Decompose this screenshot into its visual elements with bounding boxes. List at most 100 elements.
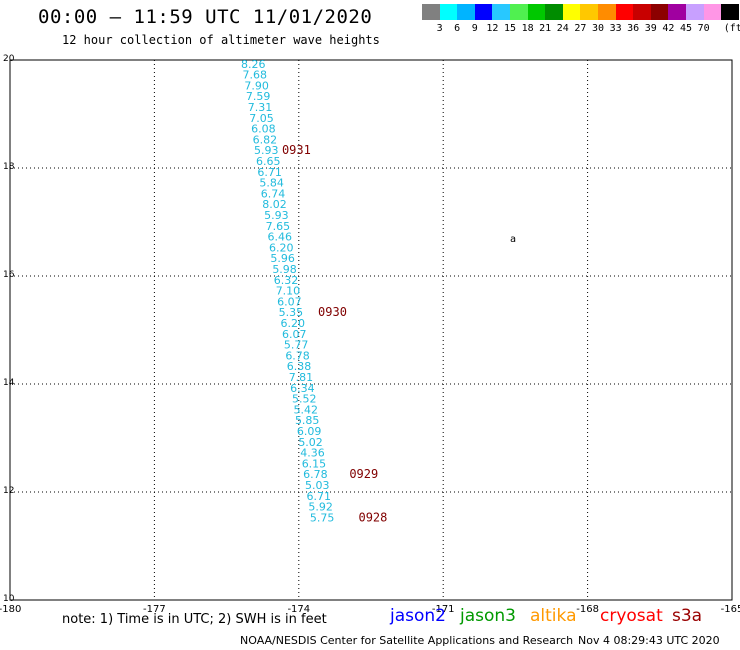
swh-value: 5.75 — [310, 511, 335, 524]
swh-value: 5.35 — [279, 306, 304, 319]
page-title: 00:00 – 11:59 UTC 11/01/2020 — [38, 6, 373, 28]
legend-swatch — [457, 4, 476, 20]
legend-label: 45 — [679, 23, 693, 34]
legend-swatch — [545, 4, 564, 20]
swh-value: 5.93 — [264, 209, 289, 222]
swh-value: 5.84 — [259, 177, 284, 190]
swh-value: 6.82 — [253, 133, 277, 146]
satellite-cryosat: cryosat — [600, 606, 663, 626]
legend-swatch — [703, 4, 722, 20]
legend-swatch — [562, 4, 581, 20]
swh-value: 7.59 — [246, 90, 271, 103]
legend-swatch — [510, 4, 528, 20]
swh-value: 6.74 — [261, 187, 286, 200]
legend-unit: (ft) — [723, 23, 740, 34]
x-tick-label: -165 — [721, 604, 740, 615]
swh-value: 6.78 — [285, 349, 310, 362]
swh-value: 4.36 — [300, 447, 325, 460]
swh-value: 5.96 — [270, 252, 295, 265]
legend-swatch — [633, 4, 652, 20]
legend-swatch — [439, 4, 458, 20]
legend-swatch — [527, 4, 546, 20]
satellite-s3a: s3a — [672, 606, 703, 626]
swh-value: 5.98 — [272, 263, 297, 276]
island-marker: a — [510, 234, 516, 245]
swh-value: 6.65 — [256, 155, 281, 168]
swh-value: 6.71 — [257, 166, 282, 179]
swh-value: 6.20 — [281, 317, 306, 330]
legend-swatch — [580, 4, 599, 20]
legend-label: 12 — [486, 23, 499, 34]
swh-value: 5.93 — [254, 144, 279, 157]
swh-value: 7.65 — [266, 220, 291, 233]
swh-value: 6.71 — [307, 490, 332, 503]
swh-value: 8.02 — [262, 198, 287, 211]
satellite-jason3: jason3 — [460, 606, 516, 626]
legend-swatch — [422, 4, 440, 20]
legend-swatch — [492, 4, 511, 20]
legend-label: 9 — [471, 23, 478, 34]
swh-value: 7.90 — [244, 79, 269, 92]
swh-value: 5.77 — [284, 339, 309, 352]
pass-time-label: 0931 — [282, 143, 311, 157]
swh-value: 5.02 — [298, 436, 323, 449]
map-frame — [9, 59, 733, 601]
legend-label: 42 — [662, 23, 675, 34]
legend-swatch — [615, 4, 634, 20]
swh-value: 5.92 — [308, 501, 333, 514]
swh-value: 7.68 — [242, 69, 267, 82]
y-tick-label: 18 — [3, 162, 15, 172]
pass-time-label: 0929 — [349, 467, 378, 481]
legend-label: 3 — [436, 23, 443, 34]
pass-time-label: 0928 — [358, 510, 387, 524]
legend-label: 36 — [627, 23, 640, 34]
legend-label: 33 — [609, 23, 622, 34]
swh-value: 6.07 — [277, 295, 302, 308]
x-tick-label: -174 — [287, 604, 310, 615]
swh-value: 7.10 — [276, 285, 301, 298]
swh-value: 6.15 — [302, 457, 327, 470]
legend-swatch — [474, 4, 493, 20]
swh-value: 6.34 — [290, 382, 315, 395]
swh-value: 6.08 — [251, 123, 276, 136]
legend-label: 30 — [591, 23, 605, 34]
y-tick-label: 12 — [3, 486, 14, 496]
swh-value: 7.81 — [289, 371, 314, 384]
swh-value: 5.85 — [295, 414, 320, 427]
legend-label: 27 — [574, 23, 587, 34]
swh-value: 5.52 — [292, 393, 317, 406]
credit-organization: NOAA/NESDIS Center for Satellite Applica… — [240, 634, 574, 647]
legend-label: 6 — [454, 23, 461, 34]
x-tick-label: -168 — [576, 604, 599, 615]
legend-swatch — [668, 4, 687, 20]
legend-swatch — [721, 4, 740, 20]
legend-swatch — [686, 4, 704, 20]
satellite-altika: altika — [530, 606, 577, 626]
swh-value: 7.05 — [249, 112, 273, 125]
y-tick-label: 14 — [3, 378, 15, 388]
legend-label: 24 — [556, 23, 569, 34]
legend-label: 70 — [697, 23, 710, 34]
swh-value: 6.38 — [287, 360, 312, 373]
pass-time-label: 0930 — [318, 305, 347, 319]
swh-value: 6.46 — [268, 231, 293, 244]
legend-label: 15 — [503, 23, 517, 34]
legend-swatch — [650, 4, 669, 20]
swh-value: 6.32 — [274, 274, 299, 287]
satellite-jason2: jason2 — [390, 606, 446, 626]
y-tick-label: 20 — [3, 54, 15, 64]
x-tick-label: -177 — [143, 604, 166, 615]
swh-value: 6.07 — [282, 328, 307, 341]
swh-value: 8.26 — [241, 58, 265, 71]
swh-value: 5.42 — [294, 403, 319, 416]
footnote: note: 1) Time is in UTC; 2) SWH is in fe… — [62, 612, 327, 627]
y-tick-label: 16 — [3, 270, 15, 280]
swh-value: 5.03 — [305, 479, 330, 492]
swh-value: 7.31 — [248, 101, 273, 114]
x-tick-label: -180 — [0, 604, 21, 615]
legend-label: 18 — [521, 23, 534, 34]
swh-value: 6.09 — [297, 425, 322, 438]
credit-timestamp: Nov 4 08:29:43 UTC 2020 — [578, 634, 720, 647]
y-tick-label: 10 — [3, 594, 15, 604]
